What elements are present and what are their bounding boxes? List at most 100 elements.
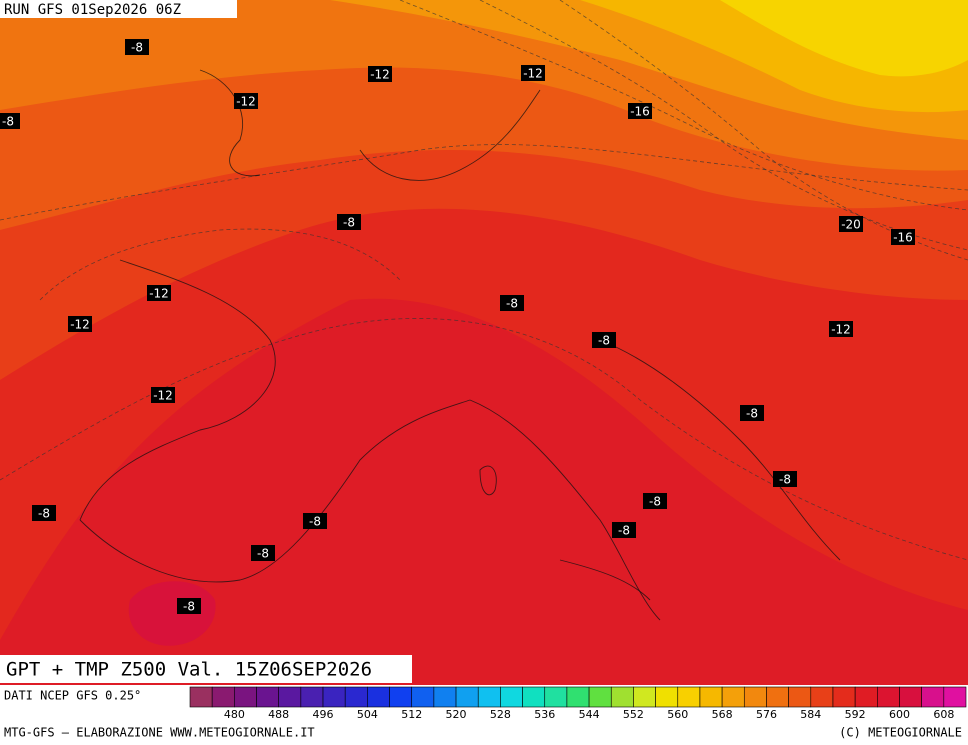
- label-text: -8: [2, 115, 14, 129]
- data-source: DATI NCEP GFS 0.25°: [4, 689, 141, 703]
- colorbar-tick-label: 576: [756, 708, 777, 721]
- label-box: [125, 39, 149, 55]
- label-text: -8: [598, 334, 610, 348]
- colorbar-swatch: [256, 686, 279, 708]
- colorbar-swatch: [832, 686, 856, 708]
- contour-label: -12: [68, 316, 92, 332]
- label-box: [773, 471, 797, 487]
- colorbar-tick-label: 488: [268, 708, 289, 721]
- colorbar-swatch: [278, 686, 302, 708]
- colorbar-swatch: [877, 686, 900, 708]
- label-text: -12: [370, 68, 390, 82]
- label-text: -8: [746, 407, 758, 421]
- coastlines: [79, 69, 841, 621]
- contour-label: -8: [251, 545, 275, 561]
- label-box: [500, 295, 524, 311]
- label-text: -8: [506, 297, 518, 311]
- colorbar-tick-label: 536: [534, 708, 555, 721]
- colorbar-swatch: [544, 686, 568, 708]
- label-box: [147, 285, 171, 301]
- label-box: [68, 316, 92, 332]
- label-text: -20: [841, 218, 861, 232]
- colorbar-tick-label: 592: [845, 708, 866, 721]
- colorbar-swatch: [699, 686, 723, 708]
- contour-label: -12: [521, 65, 545, 81]
- label-box: [177, 598, 201, 614]
- colorbar-swatch: [234, 686, 257, 708]
- title-box: [0, 655, 412, 683]
- label-text: -16: [630, 105, 650, 119]
- colorbar-tick-label: 504: [357, 708, 378, 721]
- run-box: [0, 0, 237, 18]
- colorbar-tick-label: 552: [623, 708, 644, 721]
- colorbar-tick-label: 600: [889, 708, 910, 721]
- label-text: -8: [131, 41, 143, 55]
- contour-label: -8: [643, 493, 667, 509]
- colorbar-swatch: [721, 686, 745, 708]
- label-box: [0, 113, 20, 129]
- colorbar: 480 488 496 504 512 520 528 536 544 552 560 568 576 5…: [189, 686, 967, 721]
- colorbar-swatch: [810, 686, 834, 708]
- colorbar-swatch: [322, 686, 346, 708]
- contour-label: -12: [147, 285, 171, 301]
- colorbar-swatch: [921, 686, 945, 708]
- contour-label: -8: [337, 214, 361, 230]
- run-info: RUN GFS 01Sep2026 06Z: [4, 2, 181, 18]
- contour-label: -8: [0, 113, 20, 129]
- contour-label: -8: [500, 295, 524, 311]
- label-text: -12: [831, 323, 851, 337]
- label-text: -8: [257, 547, 269, 561]
- colorbar-tick-label: 544: [579, 708, 600, 721]
- label-text: -8: [183, 600, 195, 614]
- contour-label: -16: [891, 229, 915, 245]
- label-box: [521, 65, 545, 81]
- colorbar-tick-label: 568: [712, 708, 733, 721]
- colorbar-swatch: [743, 686, 767, 708]
- label-text: -8: [779, 473, 791, 487]
- label-text: -8: [649, 495, 661, 509]
- label-box: [891, 229, 915, 245]
- copyright: (C) METEOGIORNALE: [839, 726, 962, 740]
- contour-label: -8: [177, 598, 201, 614]
- colorbar-tick-label: 560: [667, 708, 688, 721]
- label-box: [32, 505, 56, 521]
- contour-label: -12: [368, 66, 392, 82]
- contour-label: -8: [32, 505, 56, 521]
- colorbar-tick-label: 496: [313, 708, 334, 721]
- contour-label: -8: [740, 405, 764, 421]
- label-box: [628, 103, 652, 119]
- contour-label: -8: [612, 522, 636, 538]
- label-text: -12: [149, 287, 169, 301]
- label-box: [592, 332, 616, 348]
- colorbar-swatch: [522, 686, 546, 708]
- label-box: [337, 214, 361, 230]
- colorbar-swatch: [433, 686, 457, 708]
- colorbar-swatch: [943, 686, 967, 708]
- contour-label: -8: [303, 513, 327, 529]
- colorbar-swatch: [477, 686, 501, 708]
- colorbar-swatch: [500, 686, 523, 708]
- colorbar-swatch: [633, 686, 656, 708]
- colorbar-swatch: [788, 686, 812, 708]
- label-box: [839, 216, 863, 232]
- label-box: [251, 545, 275, 561]
- label-box: [643, 493, 667, 509]
- colorbar-tick-label: 608: [933, 708, 954, 721]
- label-text: -8: [618, 524, 630, 538]
- colorbar-tick-label: 584: [800, 708, 821, 721]
- label-box: [829, 321, 853, 337]
- contour-label: -20: [839, 216, 863, 232]
- label-box: [612, 522, 636, 538]
- colorbar-swatch: [367, 686, 390, 708]
- colorbar-tick-label: 520: [446, 708, 467, 721]
- colorbar-swatch: [566, 686, 590, 708]
- map-background: [0, 0, 968, 685]
- colorbar-swatch: [677, 686, 701, 708]
- contour-label: -12: [151, 387, 175, 403]
- colorbar-tick-label: 480: [224, 708, 245, 721]
- colorbar-swatch: [211, 686, 235, 708]
- colorbar-tick-label: 512: [401, 708, 422, 721]
- colorbar-swatch: [189, 686, 213, 708]
